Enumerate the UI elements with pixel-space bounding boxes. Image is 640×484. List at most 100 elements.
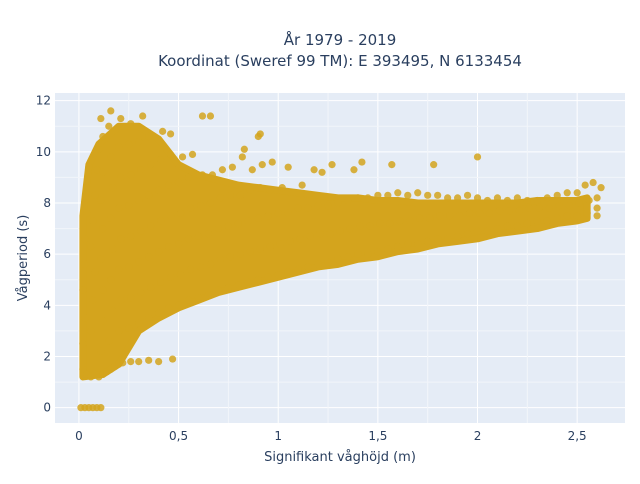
data-point [597,184,605,192]
data-point [296,235,304,243]
data-point [97,255,105,263]
data-point [374,248,382,256]
x-tick-label: 1 [274,429,282,443]
data-point [99,132,107,141]
y-tick-label: 2 [43,349,51,363]
data-point [475,209,484,217]
data-point [268,158,276,166]
data-point [424,237,432,245]
data-point [115,143,123,151]
data-point [81,260,89,268]
data-point [214,224,223,233]
data-point [535,204,543,212]
data-point [573,212,581,220]
data-point [159,127,167,135]
data-point [194,294,203,302]
data-point [214,286,223,294]
data-point [81,314,89,322]
data-point [109,184,117,192]
data-point [286,237,294,245]
data-point [513,222,521,230]
data-point [228,163,236,171]
data-point [278,184,286,192]
data-point [125,201,133,210]
data-point [93,166,101,174]
data-point [356,222,364,230]
data-point [91,191,99,199]
data-point [434,235,442,243]
data-point [89,296,97,304]
data-point [99,224,107,233]
data-point [334,199,342,207]
data-point [314,260,322,268]
data-point [304,263,312,271]
data-point [194,232,203,240]
data-point [453,232,462,240]
x-tick-label: 2,5 [568,429,587,443]
x-tick-label: 2 [474,429,482,443]
data-point [99,168,107,176]
data-point [226,253,234,261]
data-point [109,245,117,253]
data-point [396,217,404,225]
data-point [523,196,531,205]
data-point [95,145,103,153]
data-point [166,273,175,281]
data-point [284,209,292,217]
data-point [284,163,292,171]
data-point [81,235,89,243]
data-point [565,201,573,210]
data-point [165,242,173,251]
data-point [107,107,115,115]
data-point [354,194,362,202]
data-point [414,240,422,248]
data-point [216,194,225,202]
data-point [117,235,125,243]
data-point [174,240,183,248]
data-point [258,161,266,169]
data-point [266,186,274,194]
data-point [444,235,452,243]
data-point [495,207,504,215]
data-point [276,240,284,248]
data-point [350,166,358,174]
data-point [204,230,213,238]
data-point [137,288,145,297]
data-point [473,194,482,202]
data-point [117,114,125,123]
data-point [264,273,272,281]
data-point [224,222,232,230]
data-point [543,194,551,202]
data-point [216,255,225,263]
data-point [386,219,394,228]
data-point [533,196,541,205]
data-point [155,248,163,256]
data-point [165,181,173,189]
data-point [430,161,438,169]
density-band [79,122,591,381]
data-point [416,214,424,222]
data-point [174,178,183,187]
data-point [244,278,252,286]
data-point [465,209,474,217]
data-point [127,232,135,240]
data-point [248,166,256,174]
data-point [176,209,185,217]
data-point [294,265,302,274]
data-point [137,227,145,235]
data-point [384,245,392,253]
data-point [563,189,571,197]
data-point [593,194,601,202]
data-point [196,263,205,271]
data-point [463,230,472,238]
data-point [493,224,502,233]
data-point [145,314,153,322]
chart-title-line-2: Koordinat (Sweref 99 TM): E 393495, N 61… [158,52,522,70]
x-axis-title: Signifikant våghöjd (m) [264,450,416,465]
data-point [208,171,217,179]
data-point [166,212,175,220]
data-point [328,161,336,169]
data-point [89,217,97,225]
